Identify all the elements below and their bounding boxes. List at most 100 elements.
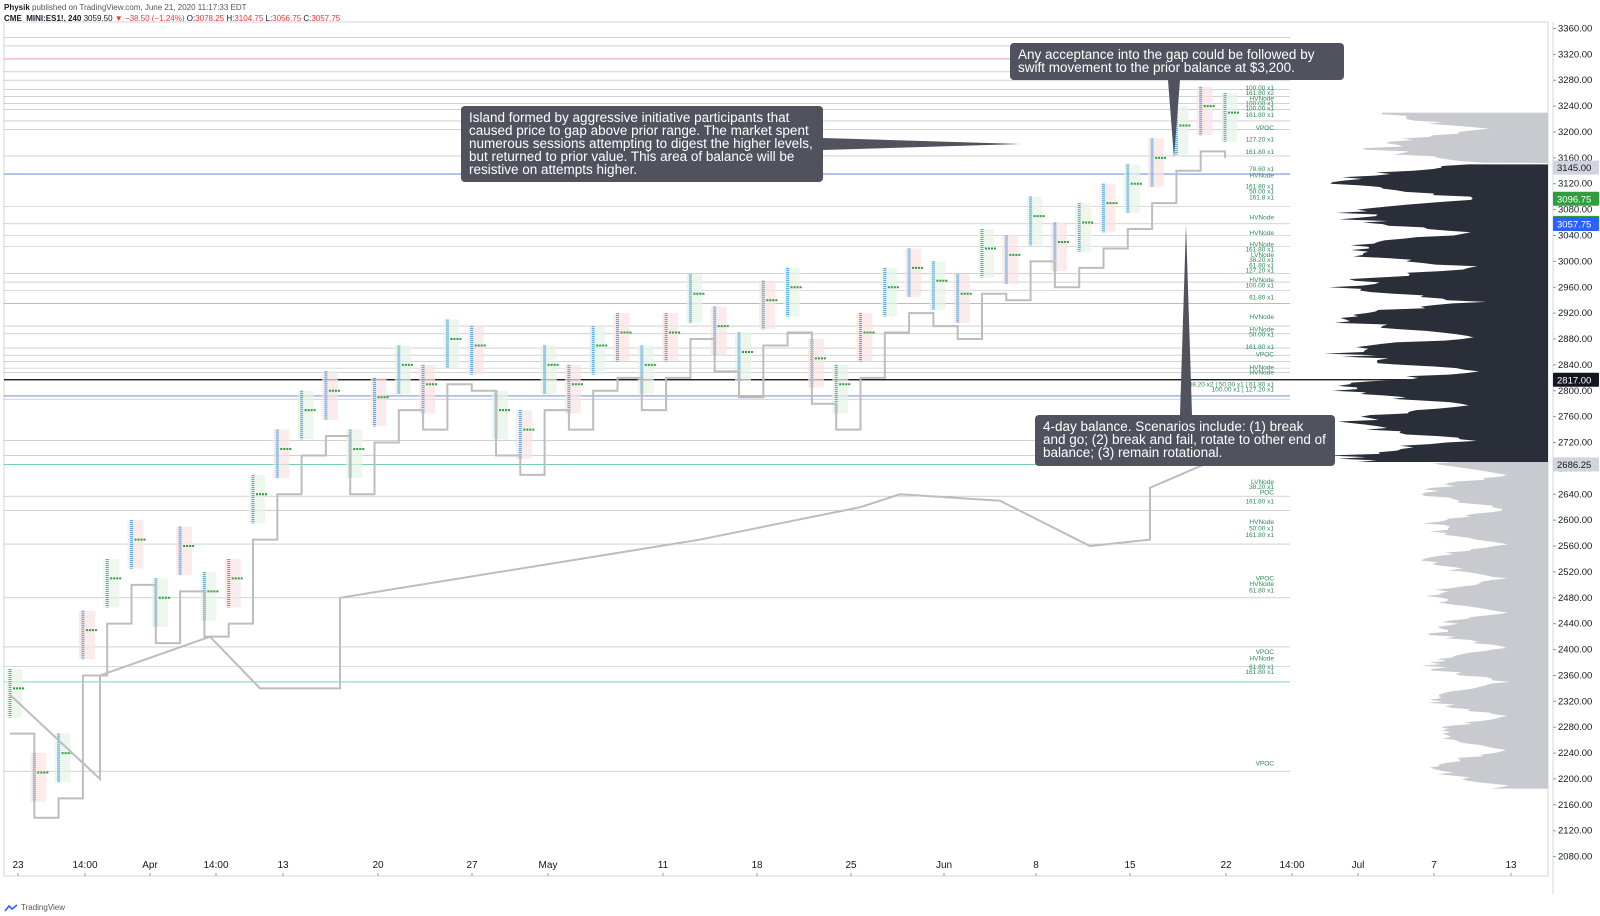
price-badge xyxy=(1553,191,1599,206)
price-axis-label: 2560.00 xyxy=(1558,541,1592,552)
time-axis-label: 25 xyxy=(845,860,857,871)
price-axis[interactable]: 3360.00 3320.00 3280.00 3240.00 3200.00 3160.… xyxy=(1553,23,1599,863)
level-label: HVNode xyxy=(1249,519,1274,526)
session-box xyxy=(613,313,630,362)
price-axis-label: 2200.00 xyxy=(1558,774,1592,785)
session-box xyxy=(492,390,508,440)
level-label: 50.00 x1 xyxy=(1249,189,1274,196)
price-change: ▼ −38.50 (−1.24%) xyxy=(114,14,185,23)
price-axis-label: 3280.00 xyxy=(1558,75,1592,86)
session-box xyxy=(78,610,95,660)
price-axis-label: 2320.00 xyxy=(1558,696,1592,707)
level-label: 127.20 x1 xyxy=(1245,137,1274,144)
level-label: 38.20 x1 xyxy=(1249,484,1274,491)
session-box xyxy=(103,558,120,608)
symbol-name[interactable]: CME_MINI:ES1!, 240 xyxy=(4,14,82,23)
callout-island-text: Island formed by aggressive initiative p… xyxy=(469,110,813,177)
level-label: 161.80 x1 xyxy=(1245,532,1274,539)
price-axis-label: 2720.00 xyxy=(1558,438,1592,449)
low-value: 3056.75 xyxy=(272,14,302,23)
time-axis-label: 15 xyxy=(1124,860,1136,871)
price-badge-label: 2686.25 xyxy=(1557,460,1591,471)
price-axis-label: 2800.00 xyxy=(1558,386,1592,397)
price-badge xyxy=(1553,457,1599,472)
level-label: 38.20 x1 xyxy=(1249,257,1274,264)
level-label: 38.20 x2 | 50.00 x1 | 61.80 x1 xyxy=(1189,381,1275,388)
session-box xyxy=(297,390,314,440)
level-label: 161.80 x1 xyxy=(1245,247,1274,254)
time-axis-label: Apr xyxy=(142,860,158,871)
session-box xyxy=(953,274,970,323)
callout-gap-acceptance-text: Any acceptance into the gap could be fol… xyxy=(1018,47,1315,75)
level-label: HVNode xyxy=(1249,277,1274,284)
level-label: VPOC xyxy=(1256,352,1275,359)
pointer-gap xyxy=(1168,80,1180,158)
session-box xyxy=(807,339,824,388)
session-box xyxy=(880,267,897,317)
session-box xyxy=(1099,183,1116,233)
time-axis-label: 23 xyxy=(12,860,24,871)
level-label: HVNode xyxy=(1249,656,1274,663)
callout-gap-acceptance[interactable]: Any acceptance into the gap could be fol… xyxy=(1010,43,1344,80)
price-badge xyxy=(1553,372,1599,387)
price-axis-label: 2080.00 xyxy=(1558,852,1592,863)
callout-balance-text: 4-day balance. Scenarios include: (1) br… xyxy=(1043,419,1326,460)
price-axis-label: 3120.00 xyxy=(1558,179,1592,190)
callout-island[interactable]: Island formed by aggressive initiative p… xyxy=(461,106,823,182)
level-label: VPOC xyxy=(1256,125,1275,132)
price-axis-label: 3360.00 xyxy=(1558,23,1592,34)
price-axis-label: 2120.00 xyxy=(1558,826,1592,837)
author-name[interactable]: Physik xyxy=(4,3,30,12)
price-axis-label: 2640.00 xyxy=(1558,489,1592,500)
time-axis-label: 22 xyxy=(1220,860,1232,871)
price-axis-label: 2480.00 xyxy=(1558,593,1592,604)
level-label: 61.80 x1 xyxy=(1249,588,1274,595)
session-box xyxy=(1026,196,1043,246)
session-box xyxy=(905,248,922,297)
price-axis-label: 2240.00 xyxy=(1558,748,1592,759)
session-box xyxy=(564,364,581,414)
price-axis-label: 2760.00 xyxy=(1558,412,1592,423)
footer-brand[interactable]: TradingView xyxy=(4,903,65,912)
symbol-line: CME_MINI:ES1!, 240 3059.50 ▼ −38.50 (−1.… xyxy=(4,13,340,24)
level-label: 161.80 x1 xyxy=(1245,112,1274,119)
level-label: 161.80 x1 xyxy=(1245,498,1274,505)
session-box xyxy=(589,326,606,375)
level-label: 161.8 x1 xyxy=(1249,194,1274,201)
price-badge-label: 3057.75 xyxy=(1557,220,1591,231)
callout-balance[interactable]: 4-day balance. Scenarios include: (1) br… xyxy=(1035,415,1335,466)
level-label: 100.00 x1 xyxy=(1245,106,1274,113)
level-label: 100.00 x1 xyxy=(1245,101,1274,108)
price-axis-label: 2840.00 xyxy=(1558,360,1592,371)
session-box xyxy=(710,306,727,356)
callout-pointers xyxy=(823,80,1192,415)
session-box xyxy=(832,364,849,414)
time-axis[interactable]: 23 14:00 Apr 14:00 13 20 27 May 11 18 25 Jun 8 15 22 14… xyxy=(12,860,1517,876)
session-box xyxy=(759,280,776,330)
time-axis-label: 20 xyxy=(372,860,384,871)
high-label: H: xyxy=(226,14,235,23)
session-box xyxy=(1075,203,1092,252)
session-box xyxy=(249,474,265,524)
price-axis-label: 3080.00 xyxy=(1558,205,1592,216)
price-axis-label: 2920.00 xyxy=(1558,308,1592,319)
session-box xyxy=(443,319,460,369)
lower-light-profile xyxy=(1421,461,1548,789)
price-axis-label: 2160.00 xyxy=(1558,800,1592,811)
level-label: VPOC xyxy=(1256,760,1275,767)
price-badge-label: 3096.75 xyxy=(1557,194,1591,205)
level-label: 100.00 x1 xyxy=(1245,85,1274,92)
low-label: L: xyxy=(265,14,273,23)
level-label: HVNode xyxy=(1249,364,1274,371)
upper-light-profile xyxy=(1362,112,1548,164)
time-axis-label: Jul xyxy=(1352,860,1365,871)
level-label: HVNode xyxy=(1249,581,1274,588)
session-box xyxy=(30,753,47,802)
price-axis-label: 2960.00 xyxy=(1558,282,1592,293)
time-axis-label: Jun xyxy=(936,860,952,871)
session-box xyxy=(1148,138,1165,187)
price-axis-label: 2360.00 xyxy=(1558,670,1592,681)
session-box xyxy=(929,261,946,310)
price-axis-label: 3200.00 xyxy=(1558,127,1592,138)
